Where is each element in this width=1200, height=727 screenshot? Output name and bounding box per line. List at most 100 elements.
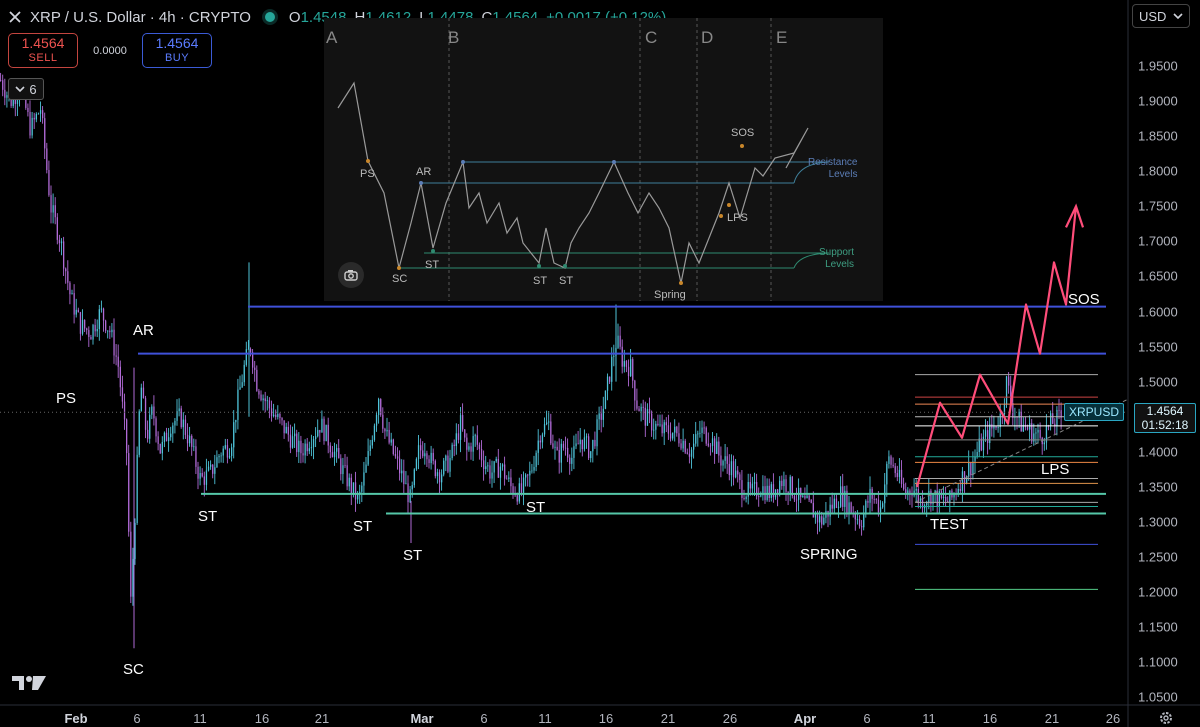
candle-body (751, 483, 754, 489)
candle-body (663, 422, 665, 434)
candle-body (850, 502, 852, 513)
candle-body (84, 319, 86, 329)
candle-body (945, 496, 947, 502)
candle-body (785, 479, 787, 492)
candle-body (928, 490, 930, 503)
candle-body (491, 472, 493, 479)
candle-body (243, 364, 245, 383)
candle-body (176, 411, 178, 421)
candle-body (646, 409, 649, 426)
candle-body (1016, 417, 1018, 418)
candle-body (434, 460, 436, 477)
candle-body (111, 329, 113, 333)
candle-body (455, 433, 457, 447)
candle-body (585, 436, 588, 438)
candle-body (16, 99, 19, 104)
candle-body (348, 477, 350, 487)
close-x-icon[interactable] (8, 10, 22, 24)
time-tick-label: 21 (1044, 711, 1060, 726)
candle-body (606, 376, 609, 391)
candle-body (672, 432, 674, 439)
candle-body (1050, 413, 1052, 426)
candle-body (753, 482, 756, 484)
candle-body (102, 308, 105, 321)
price-tick-label: 1.3000 (1138, 514, 1178, 530)
candle-body (52, 205, 54, 213)
candle-body (823, 517, 825, 525)
candle-body (338, 447, 340, 459)
market-status-icon (264, 12, 275, 22)
candle-body (609, 376, 611, 382)
candle-body (1029, 423, 1031, 430)
phase-d-label: D (701, 28, 714, 47)
candle-body (31, 117, 33, 136)
candle-body (312, 439, 315, 448)
candle-body (795, 499, 798, 501)
candle-body (539, 440, 541, 443)
settings-gear-icon[interactable] (1158, 710, 1174, 726)
candle-body (804, 495, 806, 499)
price-tick-label: 1.6500 (1138, 268, 1178, 284)
candle-body (737, 470, 739, 475)
candle-body (390, 439, 392, 443)
candle-body (919, 498, 922, 502)
candle-body (690, 449, 693, 457)
price-tick-label: 1.9000 (1138, 93, 1178, 109)
candle-body (1060, 410, 1062, 418)
candle-body (970, 462, 972, 475)
candle-body (306, 443, 308, 452)
candle-body (27, 107, 29, 113)
candle-body (451, 444, 453, 459)
candle-body (186, 434, 189, 444)
candle-body (96, 329, 98, 332)
candle-body (344, 465, 346, 467)
candle-body (743, 497, 745, 500)
candle-body (396, 456, 399, 459)
candle-body (1031, 423, 1033, 442)
annotation-sc: SC (123, 661, 144, 678)
candle-body (149, 414, 151, 439)
candle-body (674, 426, 676, 433)
candle-body (210, 464, 212, 467)
candle-body (310, 447, 313, 449)
candle-body (195, 446, 197, 467)
buy-button[interactable]: 1.4564 BUY (142, 33, 212, 68)
candle-body (151, 406, 153, 415)
candle-body (756, 482, 758, 497)
time-tick-label: 16 (254, 711, 270, 726)
symbol-title[interactable]: XRP / U.S. Dollar · 4h · CRYPTO (30, 8, 251, 26)
candle-body (323, 418, 325, 442)
time-tick-label: Feb (64, 711, 88, 726)
indicators-toggle[interactable]: 6 (8, 78, 44, 100)
candle-body (806, 495, 808, 499)
price-tick-label: 1.1500 (1138, 619, 1178, 635)
candle-body (142, 387, 145, 399)
candle-body (138, 411, 140, 455)
candle-body (783, 479, 785, 487)
candle-body (661, 424, 663, 434)
camera-icon[interactable] (338, 262, 364, 288)
candle-body (772, 484, 775, 498)
candle-body (1005, 376, 1008, 405)
candle-body (682, 440, 684, 449)
candle-body (218, 455, 220, 458)
candle-body (191, 435, 193, 447)
candle-body (472, 436, 474, 452)
time-tick-label: 6 (863, 711, 871, 726)
tradingview-logo[interactable] (12, 674, 46, 692)
candle-body (814, 512, 817, 518)
candle-body (266, 400, 268, 402)
candle-body (875, 499, 877, 500)
currency-select[interactable]: USD (1132, 4, 1190, 28)
candle-body (980, 438, 982, 451)
projection-path (915, 206, 1078, 488)
candle-body (821, 516, 823, 525)
candle-body (678, 433, 680, 444)
candle-body (115, 355, 117, 357)
candle-body (109, 330, 111, 333)
sell-button[interactable]: 1.4564 SELL (8, 33, 78, 68)
candle-body (680, 443, 682, 449)
candle-body (770, 484, 772, 498)
candle-body (695, 434, 697, 444)
